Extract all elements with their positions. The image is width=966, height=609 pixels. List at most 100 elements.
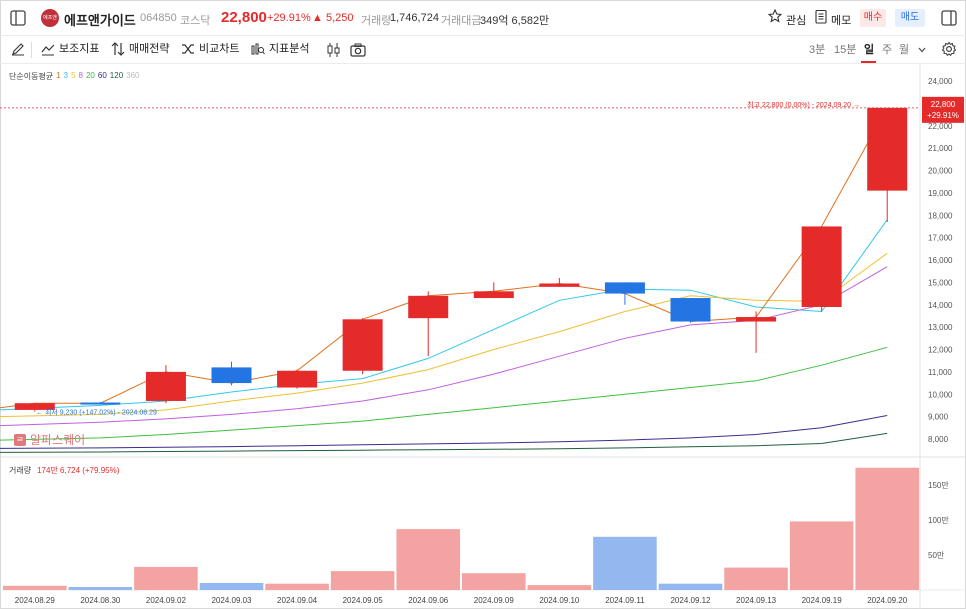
- low-annotation: ← 최저 9,230 (+147.02%) - 2024.08.29: [36, 407, 157, 416]
- period-day[interactable]: 일: [864, 44, 875, 56]
- buy-button[interactable]: 매수: [860, 9, 886, 27]
- price-tick-label: 14,000: [928, 301, 953, 310]
- trade-amount-value: 349억 6,582만: [480, 15, 550, 27]
- analysis-button[interactable]: 지표분석: [251, 40, 309, 58]
- date-tick-label: 2024.09.05: [343, 596, 384, 605]
- candle-body: [277, 370, 318, 388]
- stock-code: 064850: [140, 12, 177, 24]
- date-tick-label: 2024.09.09: [474, 596, 515, 605]
- ma-60[interactable]: 60: [97, 71, 107, 80]
- ma-360[interactable]: 360: [126, 71, 140, 80]
- volume-legend: 거래량 174만 6,724 (+79.95%): [9, 465, 119, 476]
- price-tick-label: 16,000: [928, 256, 953, 265]
- current-price-tag-price: 22,800: [931, 100, 956, 109]
- volume-legend-value: 174만 6,724 (+79.95%): [37, 466, 120, 475]
- gear-icon[interactable]: [941, 41, 957, 57]
- ma-line-8: [0, 266, 888, 427]
- favorite-button[interactable]: 관심: [786, 15, 807, 27]
- analysis-magnifier-icon: [251, 43, 265, 55]
- date-tick-label: 2024.09.03: [211, 596, 252, 605]
- ma-1[interactable]: 1: [56, 71, 61, 80]
- price-tick-label: 12,000: [928, 346, 953, 355]
- price-tick-label: 17,000: [928, 234, 953, 243]
- watermark-text: 알파스퀘어: [30, 433, 86, 447]
- chevron-down-icon[interactable]: [917, 45, 927, 55]
- separator-dot: ·: [352, 10, 356, 22]
- memo-button[interactable]: 메모: [831, 15, 852, 27]
- date-tick-label: 2024.09.06: [408, 596, 449, 605]
- volume-legend-label: 거래량: [9, 466, 32, 475]
- change-amount: ▲ 5,250: [312, 12, 353, 24]
- candle-body: [670, 298, 711, 322]
- sell-button[interactable]: 매도: [895, 9, 925, 27]
- right-panel-toggle-icon[interactable]: [941, 10, 957, 26]
- star-icon[interactable]: [768, 9, 782, 23]
- date-tick-label: 2024.08.29: [15, 596, 56, 605]
- period-15min[interactable]: 15분: [834, 44, 857, 56]
- volume-bar: [658, 583, 723, 590]
- candle-body: [539, 283, 580, 287]
- ma-line-60: [0, 415, 888, 449]
- market-name: 코스닥: [180, 15, 211, 27]
- candle-body: [145, 371, 186, 401]
- price-tick-label: 10,000: [928, 390, 953, 399]
- price-tick-label: 19,000: [928, 189, 953, 198]
- period-week[interactable]: 주: [882, 44, 893, 56]
- price-tick-label: 18,000: [928, 211, 953, 220]
- ma-5[interactable]: 5: [71, 71, 76, 80]
- chart-toolbar: 보조지표 매매전략 비교차트 지표분석 3분 15분 일 주 월: [0, 36, 966, 64]
- ma-120[interactable]: 120: [109, 71, 124, 80]
- left-panel-toggle-icon[interactable]: [10, 10, 26, 26]
- price-tick-label: 11,000: [928, 368, 952, 377]
- date-tick-label: 2024.09.13: [736, 596, 777, 605]
- ma-8[interactable]: 8: [78, 71, 83, 80]
- shuffle-icon: [182, 44, 194, 54]
- volume-bar: [396, 529, 460, 590]
- active-period-underline: [861, 61, 876, 63]
- ma-20[interactable]: 20: [85, 71, 95, 80]
- period-month[interactable]: 월: [899, 44, 910, 56]
- date-tick-label: 2024.09.19: [802, 596, 843, 605]
- candle-body: [14, 403, 55, 410]
- compare-button[interactable]: 비교차트: [181, 40, 239, 58]
- moving-average-legend[interactable]: 단순이동평균 1 3 5 8 20 60 120 360: [9, 71, 140, 82]
- price-tick-label: 20,000: [928, 167, 953, 176]
- volume-bar: [462, 573, 526, 590]
- watermark: ㄹ 알파스퀘어: [14, 431, 85, 448]
- candle-body: [867, 107, 908, 191]
- volume-tick-label: 50만: [928, 551, 945, 560]
- candle-body: [80, 402, 121, 405]
- period-3min[interactable]: 3분: [809, 44, 826, 56]
- drawing-pen-icon[interactable]: [11, 42, 25, 56]
- date-tick-label: 2024.09.12: [670, 596, 711, 605]
- price-chart[interactable]: 24,00023,00022,00021,00020,00019,00018,0…: [0, 64, 966, 609]
- memo-icon[interactable]: [815, 9, 827, 24]
- candlestick-icon[interactable]: [326, 42, 342, 58]
- toolbar-divider: [31, 42, 32, 58]
- candle-body: [604, 282, 645, 294]
- candle-body: [473, 291, 514, 299]
- candle-body: [736, 317, 777, 322]
- volume-bar: [134, 566, 198, 590]
- volume-label: 거래량: [361, 15, 392, 27]
- indicators-button[interactable]: 보조지표: [41, 40, 99, 58]
- ma-3[interactable]: 3: [63, 71, 69, 80]
- change-percent: +29.91%: [267, 12, 311, 24]
- company-logo: 에프앤가이드: [41, 9, 59, 27]
- indicators-label: 보조지표: [59, 43, 100, 55]
- volume-bar: [330, 571, 395, 590]
- price-tick-label: 15,000: [928, 278, 953, 287]
- price-tick-label: 8,000: [928, 435, 949, 444]
- volume-bar: [3, 585, 67, 590]
- buy-sell-arrows-icon: [111, 42, 125, 56]
- analysis-label: 지표분석: [269, 43, 310, 55]
- volume-bar: [724, 567, 788, 590]
- strategy-button[interactable]: 매매전략: [111, 40, 169, 58]
- compare-label: 비교차트: [199, 43, 240, 55]
- stock-name[interactable]: 에프앤가이드: [64, 13, 136, 28]
- candle-body: [801, 226, 842, 307]
- volume-tick-label: 100만: [928, 516, 949, 525]
- price-tick-label: 21,000: [928, 144, 953, 153]
- price-tick-label: 9,000: [928, 413, 949, 422]
- camera-icon[interactable]: [350, 42, 366, 58]
